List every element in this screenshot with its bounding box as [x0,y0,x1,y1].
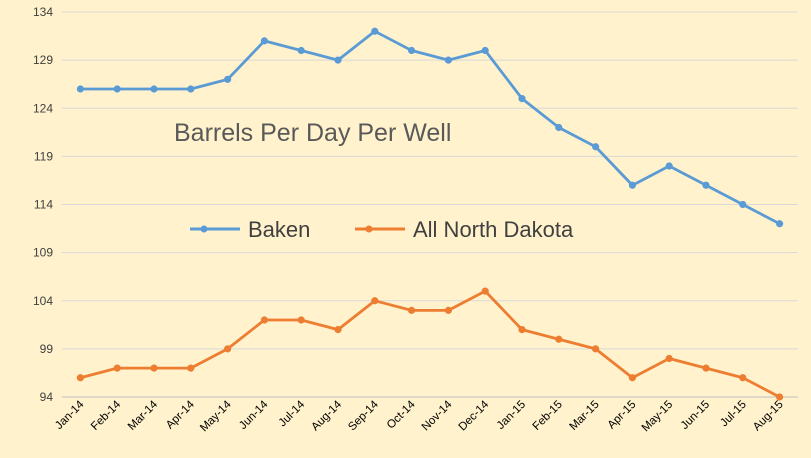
data-point-baken-jun-15 [702,181,710,189]
data-point-all-north-dakota-jul-14 [297,316,305,324]
data-point-all-north-dakota-apr-15 [628,374,637,382]
y-tick-label-124: 124 [33,101,53,115]
data-point-all-north-dakota-oct-14 [408,306,416,314]
data-point-baken-feb-14 [113,85,121,93]
data-point-baken-may-15 [665,162,673,170]
data-point-baken-dec-14 [481,46,489,55]
legend-marker-all-north-dakota [365,225,373,233]
data-point-baken-jan-15 [518,95,526,103]
data-point-all-north-dakota-aug-14 [334,326,342,334]
data-point-all-north-dakota-sep-14 [371,297,379,305]
data-point-baken-apr-15 [628,181,637,189]
legend: Baken All North Dakota [190,217,574,242]
y-tick-label-119: 119 [34,149,53,163]
data-point-baken-mar-14 [150,85,158,93]
y-tick-label-109: 109 [33,246,53,260]
data-point-all-north-dakota-jul-15 [739,374,747,382]
data-point-all-north-dakota-feb-14 [113,364,121,372]
series-line-all-north-dakota [79,289,781,399]
data-point-baken-nov-14 [444,56,452,64]
data-point-all-north-dakota-jun-15 [702,364,710,372]
data-point-baken-oct-14 [408,46,416,55]
data-point-baken-jan-14 [76,85,84,93]
series-line-baken [79,29,781,226]
series-layer [76,27,784,401]
data-point-all-north-dakota-may-14 [224,345,232,353]
chart-title: Barrels Per Day Per Well [174,119,451,147]
data-point-all-north-dakota-mar-14 [150,364,158,372]
legend-label-all-north-dakota: All North Dakota [413,217,574,242]
data-point-all-north-dakota-jan-14 [76,374,84,382]
y-tick-label-94: 94 [40,390,54,404]
data-point-all-north-dakota-feb-15 [555,335,563,343]
data-point-baken-apr-14 [187,85,195,93]
data-point-all-north-dakota-dec-14 [481,287,489,295]
y-tick-label-129: 129 [33,53,53,67]
data-point-baken-sep-14 [371,27,379,35]
data-point-baken-mar-15 [592,143,600,151]
y-tick-label-104: 104 [33,294,53,308]
data-point-baken-aug-14 [334,56,342,64]
legend-item-baken: Baken [190,217,310,242]
data-point-all-north-dakota-may-15 [665,354,673,363]
data-point-all-north-dakota-jun-14 [260,316,268,324]
data-point-baken-may-14 [224,75,232,83]
data-point-baken-feb-15 [555,123,563,132]
data-point-baken-aug-15 [776,220,784,228]
legend-marker-baken [200,225,208,233]
data-point-all-north-dakota-apr-14 [187,364,195,372]
data-point-baken-jul-15 [739,200,747,209]
y-tick-label-134: 134 [33,5,53,19]
data-point-baken-jun-14 [260,37,268,45]
data-point-all-north-dakota-jan-15 [518,326,526,334]
data-point-all-north-dakota-aug-15 [776,393,784,401]
data-point-all-north-dakota-nov-14 [444,306,452,314]
gridlines [62,11,798,398]
legend-item-all-north-dakota: All North Dakota [355,217,574,242]
y-tick-label-99: 99 [40,342,54,356]
y-axis: 94 99 104 109 114 119 124 129 134 [33,5,53,404]
legend-label-baken: Baken [248,217,310,242]
data-point-baken-jul-14 [297,46,305,55]
y-tick-label-114: 114 [34,198,53,212]
data-point-all-north-dakota-mar-15 [592,345,600,353]
